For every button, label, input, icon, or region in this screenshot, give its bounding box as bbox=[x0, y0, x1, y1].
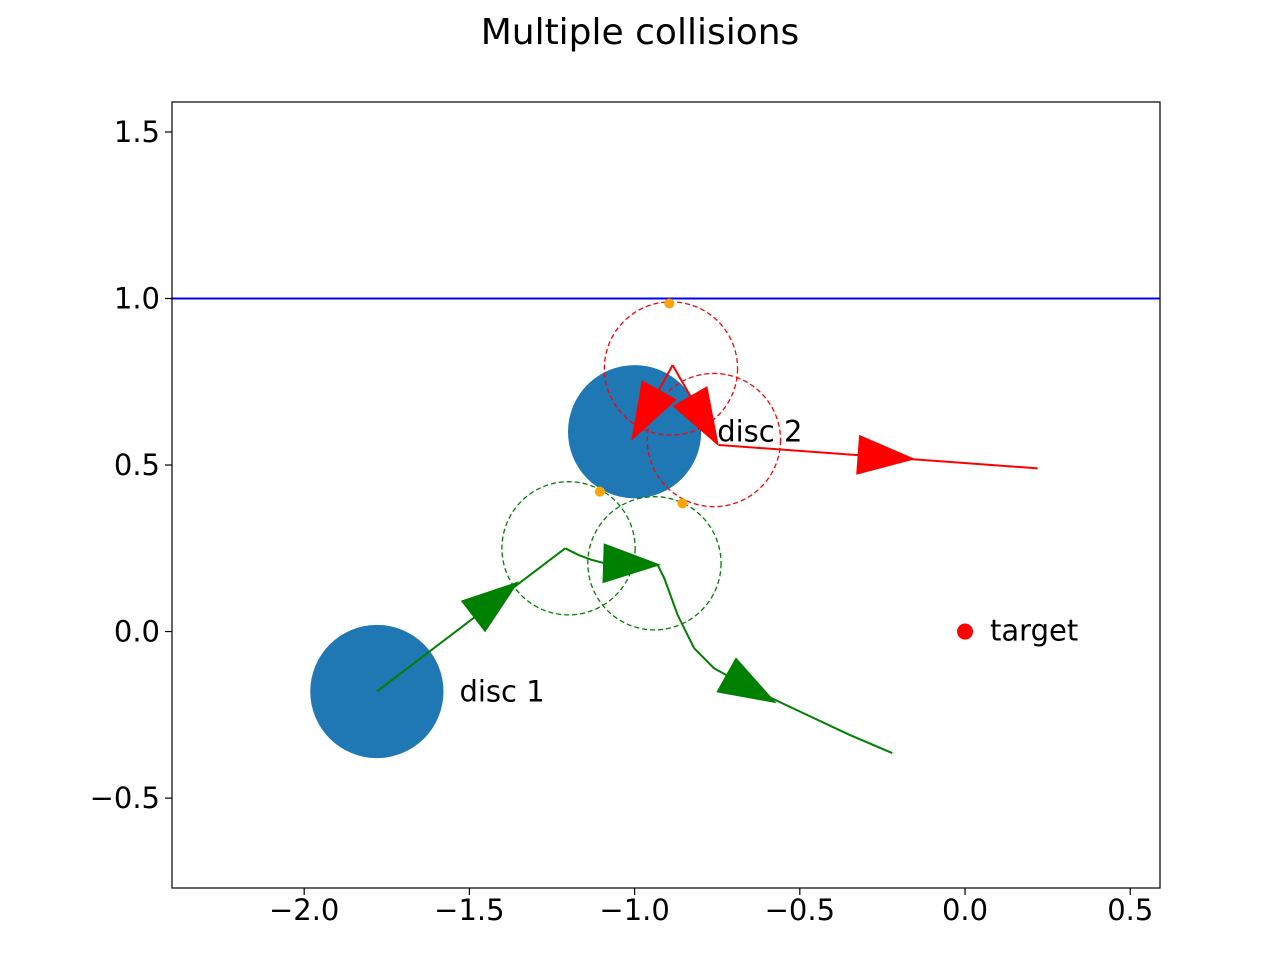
y-tick-label-2: 0.5 bbox=[114, 448, 160, 482]
collision-circle-1 bbox=[501, 481, 636, 616]
axes-frame bbox=[171, 101, 1161, 889]
y-tick-label-1: 0.0 bbox=[114, 615, 160, 649]
contact-point-3 bbox=[677, 498, 688, 509]
target-marker bbox=[957, 623, 974, 640]
x-tick-label-1: −1.5 bbox=[434, 893, 504, 927]
collision-circle-4 bbox=[646, 372, 782, 508]
plot-labels: disc 1 disc 2 target bbox=[459, 415, 1078, 709]
path-1-arrow-3 bbox=[716, 657, 777, 704]
axes: −2.0 −1.5 −1.0 −0.5 0.0 0.5 −0.5 0.0 0.5 1.0 1.5 bbox=[90, 101, 1161, 927]
x-tick-label-4: 0.0 bbox=[942, 893, 988, 927]
disc-2-label: disc 2 bbox=[717, 415, 802, 449]
collision-circle-2 bbox=[587, 496, 722, 631]
y-tick-label-0: −0.5 bbox=[90, 781, 160, 815]
y-tick-label-3: 1.0 bbox=[114, 282, 160, 316]
x-tick-label-2: −1.0 bbox=[599, 893, 669, 927]
plot-marks bbox=[172, 297, 1160, 759]
path-1-segment-1 bbox=[376, 547, 566, 693]
path-1-arrow-1 bbox=[460, 581, 519, 633]
path-2-arrow-1 bbox=[631, 380, 677, 441]
x-tick-label-3: −0.5 bbox=[765, 893, 835, 927]
contact-point-1 bbox=[664, 298, 675, 309]
path-2-arrow-2 bbox=[672, 386, 719, 447]
path-1-arrow-2 bbox=[602, 543, 661, 584]
disc-1-label: disc 1 bbox=[459, 675, 544, 709]
disc-1 bbox=[310, 624, 444, 759]
chart-title: Multiple collisions bbox=[480, 12, 800, 53]
contact-point-2 bbox=[594, 486, 605, 497]
x-tick-label-5: 0.5 bbox=[1107, 893, 1153, 927]
target-label: target bbox=[990, 614, 1078, 648]
y-tick-label-4: 1.5 bbox=[114, 115, 160, 149]
path-2-arrow-3 bbox=[856, 434, 916, 475]
path-1-segment-3 bbox=[656, 564, 893, 755]
x-tick-label-0: −2.0 bbox=[269, 893, 339, 927]
